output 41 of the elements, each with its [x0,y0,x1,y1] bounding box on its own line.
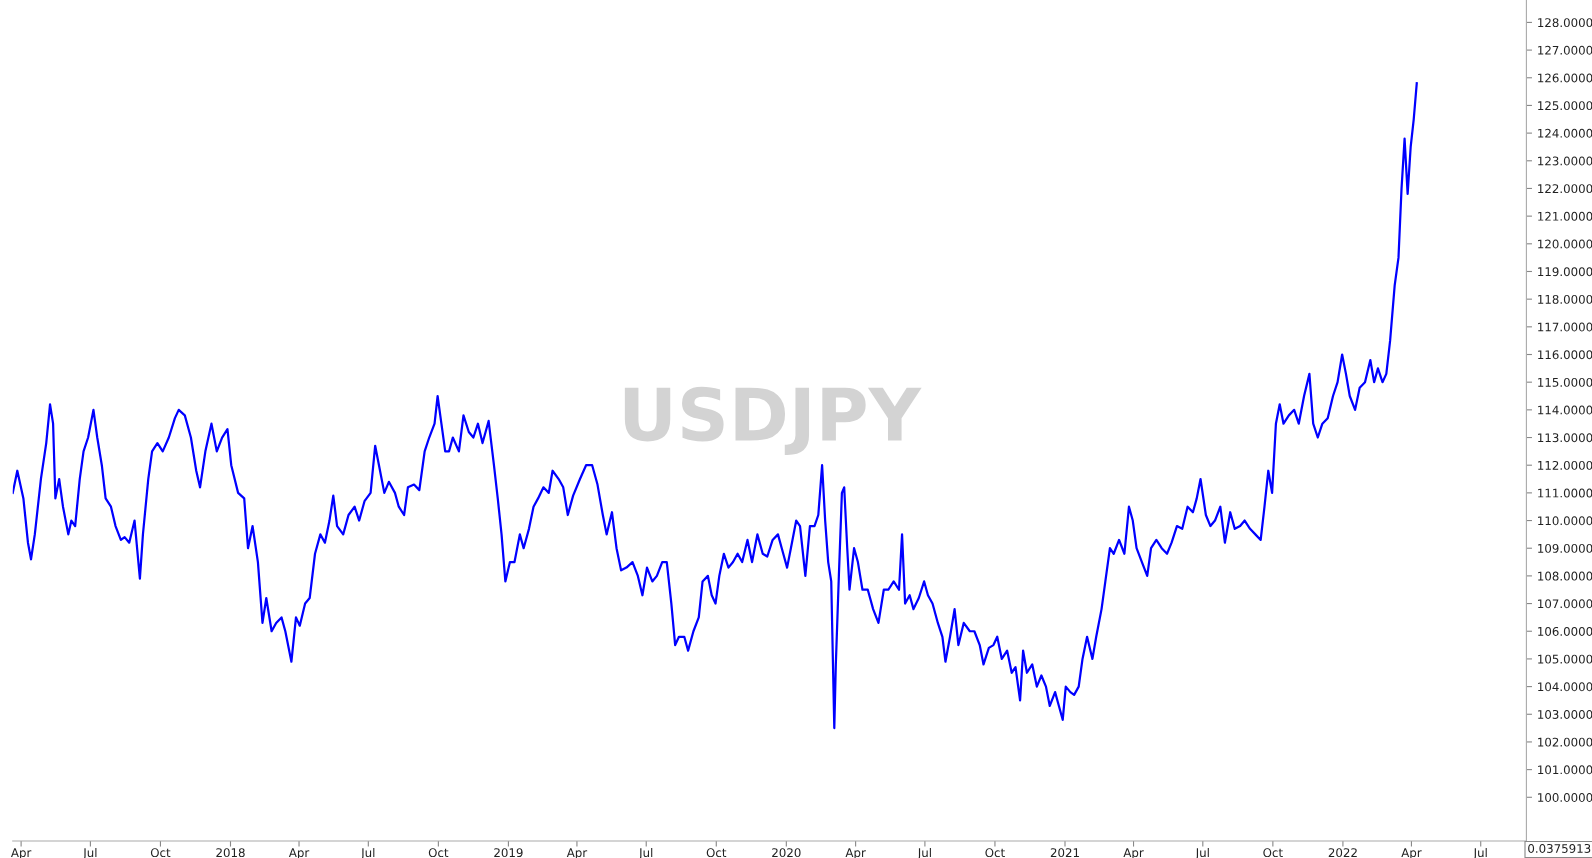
y-tick-label: 104.0000 [1538,682,1592,692]
y-tick-label: 109.0000 [1538,543,1592,553]
y-tick-label: 128.0000 [1538,18,1592,28]
y-tick-label: 100.0000 [1538,793,1592,802]
y-tick-label: 117.0000 [1538,322,1592,332]
y-tick-label: 114.0000 [1538,405,1592,415]
x-tick-label: 2022 [1328,848,1357,858]
x-tick-label: 2019 [494,848,523,858]
y-tick-label: 115.0000 [1538,377,1592,387]
x-tick-label: Oct [985,848,1005,858]
line-series [12,82,1418,730]
y-tick-label: 108.0000 [1538,571,1592,581]
x-tick-label: 2020 [772,848,801,858]
y-tick-label: 111.0000 [1538,488,1592,498]
y-tick-label: 101.0000 [1538,765,1592,775]
y-tick-label: 110.0000 [1538,516,1592,526]
x-tick-label: 2021 [1050,848,1079,858]
text: 0.0375913 [1528,844,1591,853]
x-tick-label: Oct [428,848,449,858]
y-tick-label: 119.0000 [1538,267,1592,277]
y-tick-label: 105.0000 [1538,654,1592,664]
y-tick-label: 107.0000 [1538,599,1592,609]
y-tick-label: 102.0000 [1538,737,1592,747]
x-tick-label: Oct [706,848,727,858]
y-tick-label: 124.0000 [1538,128,1592,138]
y-tick-label: 125.0000 [1538,101,1592,111]
y-tick-label: 116.0000 [1538,350,1592,360]
y-tick-label: 120.0000 [1538,239,1592,249]
y-tick-label: 113.0000 [1538,433,1592,443]
x-tick-label: Oct [1263,848,1283,858]
y-tick-label: 112.0000 [1538,460,1592,470]
y-tick-label: 123.0000 [1538,156,1592,166]
x-tick-label: Oct [150,848,171,858]
y-tick-label: 103.0000 [1538,709,1592,719]
y-tick-label: 126.0000 [1538,73,1592,83]
y-tick-label: 106.0000 [1538,626,1592,636]
y-tick-label: 118.0000 [1538,294,1592,304]
y-tick-label: 127.0000 [1538,45,1592,55]
y-tick-label: 122.0000 [1538,184,1592,194]
y-tick-label: 121.0000 [1538,211,1592,221]
x-tick-label: 2018 [216,848,245,858]
